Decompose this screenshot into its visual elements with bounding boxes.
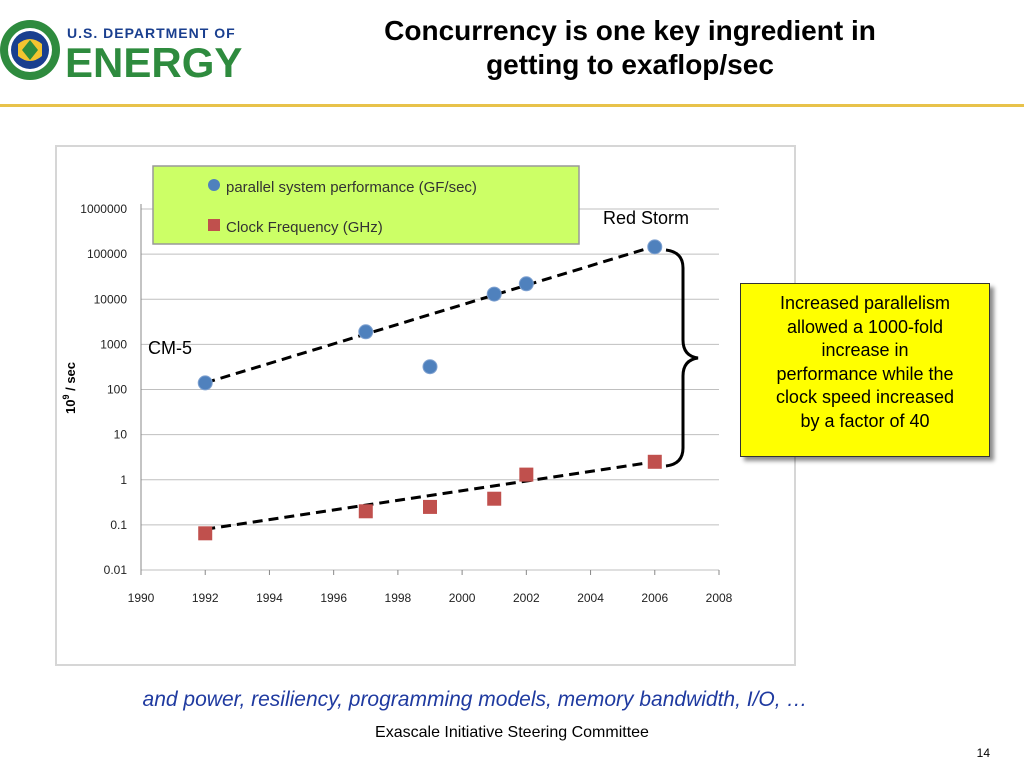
- clock-point: [647, 454, 662, 469]
- data-points: [197, 239, 663, 541]
- y-axis-label-base: 10: [63, 400, 78, 414]
- footer-text: Exascale Initiative Steering Committee: [375, 724, 649, 741]
- x-tick-label: 1996: [320, 591, 347, 605]
- callout-line: increase in: [821, 340, 909, 360]
- annotation-cm5: CM-5: [148, 338, 192, 358]
- y-tick-label: 0.01: [104, 563, 128, 577]
- performance-point: [486, 286, 502, 302]
- x-tick-label: 1994: [256, 591, 283, 605]
- chart-grid: [140, 204, 720, 575]
- y-tick-label: 100000: [87, 247, 127, 261]
- y-tick-label: 1000000: [80, 202, 127, 216]
- clock-point: [423, 499, 437, 514]
- clock-point: [487, 491, 502, 506]
- y-tick-label: 10: [114, 428, 128, 442]
- doe-seal-icon: [0, 20, 60, 80]
- performance-point: [358, 324, 374, 340]
- x-tick-label: 1990: [128, 591, 155, 605]
- callout-line: allowed a 1000-fold: [786, 316, 944, 337]
- trendlines: [204, 244, 656, 531]
- y-axis-label-exp: 9: [61, 395, 71, 400]
- x-tick-labels: 1990 1992 1994 1996 1998 2000 2002 2004 2006 2008: [128, 591, 733, 605]
- page-number: 14: [976, 746, 990, 760]
- legend-label-clock: Clock Frequency (GHz): [226, 219, 383, 236]
- doe-logo: U.S. DEPARTMENT OF ENERGY: [0, 20, 242, 86]
- title-line-2: getting to exaflop/sec: [486, 49, 774, 80]
- x-tick-label: 2002: [513, 591, 540, 605]
- callout-line: performance while the: [776, 363, 954, 384]
- callout-box: Increased parallelism allowed a 1000-fol…: [740, 283, 990, 457]
- title-divider: [0, 104, 1024, 107]
- logo-text-top: U.S. DEPARTMENT OF: [67, 25, 236, 41]
- y-tick-labels: 0.01 0.1 1 10 100 1000 10000 100000 1000000: [80, 202, 127, 577]
- y-tick-label: 100: [107, 383, 127, 397]
- y-tick-label: 1000: [100, 337, 127, 351]
- x-tick-label: 2000: [449, 591, 476, 605]
- trendline: [204, 460, 656, 531]
- y-tick-label: 0.1: [110, 518, 127, 532]
- annotation-red-storm: Red Storm: [603, 208, 689, 228]
- x-tick-label: 2008: [706, 591, 733, 605]
- chart-legend: parallel system performance (GF/sec) Clo…: [152, 165, 580, 245]
- bracket-brace: [665, 248, 699, 468]
- y-tick-label: 10000: [94, 292, 128, 306]
- x-tick-label: 2004: [577, 591, 604, 605]
- trendline: [204, 244, 656, 385]
- performance-point: [422, 359, 438, 375]
- x-tick-label: 1992: [192, 591, 219, 605]
- callout-line: clock speed increased: [775, 387, 955, 407]
- y-axis-label: 109 / sec: [61, 362, 78, 414]
- performance-point: [647, 239, 663, 255]
- logo-text-main: ENERGY: [65, 39, 242, 86]
- clock-point: [358, 504, 373, 519]
- y-axis-label-rest: / sec: [63, 362, 78, 395]
- callout-line: by a factor of 40: [800, 410, 930, 431]
- slide-title: Concurrency is one key ingredient in get…: [290, 14, 970, 82]
- legend-marker-performance: [208, 179, 220, 191]
- y-tick-label: 1: [120, 473, 127, 487]
- legend-marker-clock: [208, 219, 220, 231]
- clock-point: [519, 467, 534, 482]
- clock-point: [198, 526, 213, 541]
- x-tick-label: 1998: [385, 591, 412, 605]
- footnote: and power, resiliency, programming model…: [142, 688, 808, 711]
- callout-line: Increased parallelism: [779, 293, 951, 313]
- legend-label-performance: parallel system performance (GF/sec): [226, 179, 477, 196]
- x-tick-label: 2006: [641, 591, 668, 605]
- legend-box: [152, 165, 580, 245]
- performance-point: [197, 375, 213, 391]
- title-line-1: Concurrency is one key ingredient in: [384, 15, 876, 46]
- performance-point: [518, 276, 534, 292]
